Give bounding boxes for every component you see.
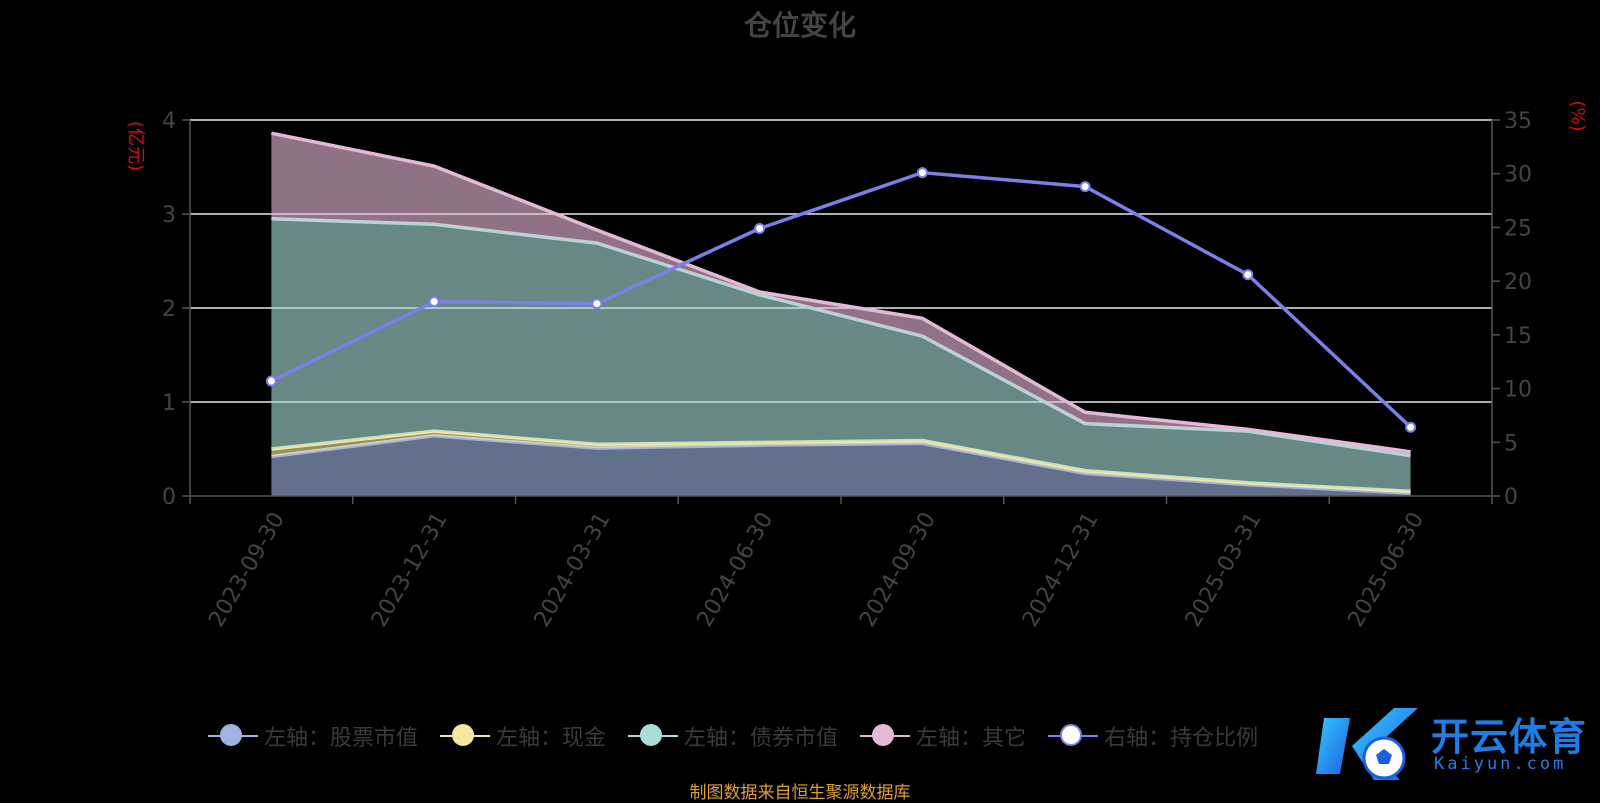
watermark-subtext: Kaiyun.com [1434,754,1567,774]
left-y-tick-label: 3 [162,203,176,228]
legend-swatch-icon [1048,723,1099,749]
legend-swatch-icon [860,723,911,749]
right-y-tick-label: 35 [1504,109,1532,134]
line-point [1242,269,1254,281]
legend-label: 右轴：持仓比例 [1104,726,1259,751]
kaiyun-logo-icon [1316,708,1418,780]
legend-label: 左轴：债券市值 [684,726,839,751]
kaiyun-watermark-logo: 开云体育 Kaiyun.com [1316,700,1596,790]
left-y-tick-label: 4 [162,109,176,134]
area-edge-左轴：其它 [271,131,1411,454]
right-y-tick-label: 30 [1504,163,1532,188]
line-point [1405,421,1417,433]
left-axis-unit-label: (亿元) [125,121,146,171]
right-y-tick-label: 5 [1504,431,1518,456]
right-y-tick-label: 10 [1504,378,1532,403]
line-point [428,296,440,308]
chart-title: 仓位变化 [743,9,856,42]
legend-item[interactable]: 左轴：股票市值 [208,720,418,752]
left-y-tick-label: 0 [162,485,176,510]
axes [182,119,1500,504]
x-tick-label: 2025-06-30 [1344,508,1430,631]
right-y-tick-label: 25 [1504,216,1532,241]
right-y-tick-label: 0 [1504,485,1518,510]
line-point [916,167,928,179]
holding-ratio-line [265,167,1417,433]
area-左轴：债券市值 [271,218,1411,492]
area-左轴：其它 [271,133,1411,456]
right-y-tick-label: 20 [1504,270,1532,295]
line-point [754,223,766,235]
x-tick-label: 2025-03-31 [1181,508,1267,631]
legend-label: 左轴：其它 [916,726,1027,751]
line-point [591,298,603,310]
line-point [265,375,277,387]
legend-item[interactable]: 左轴：债券市值 [628,720,838,752]
line-右轴：持仓比例 [270,170,1412,429]
x-tick-label: 2023-09-30 [204,508,290,631]
legend-swatch-icon [440,723,491,749]
x-tick-label: 2024-03-31 [530,508,616,631]
source-note: 制图数据来自恒生聚源数据库 [689,783,911,803]
x-tick-label: 2024-12-31 [1018,508,1104,631]
legend-label: 左轴：现金 [496,726,607,751]
left-y-tick-label: 1 [162,391,176,416]
legend-item[interactable]: 左轴：现金 [440,720,606,752]
legend-label: 左轴：股票市值 [264,726,419,751]
x-tick-label: 2023-12-31 [367,508,453,631]
legend: 左轴：股票市值 左轴：现金 左轴：债券市值 左轴：其它 右轴：持仓比例 [208,718,1280,754]
legend-item[interactable]: 左轴：其它 [860,720,1026,752]
x-tick-label: 2024-09-30 [855,508,941,631]
watermark-text: 开云体育 [1431,715,1588,759]
area-左轴：股票市值 [271,435,1411,496]
legend-swatch-icon [208,723,258,749]
right-y-tick-label: 15 [1504,324,1532,349]
line-point [1079,181,1091,193]
left-y-tick-label: 2 [162,297,176,322]
legend-swatch-icon [628,723,679,749]
x-tick-label: 2024-06-30 [693,508,779,631]
stacked-areas [271,131,1411,496]
right-axis-unit-label: (%) [1567,100,1588,131]
legend-item[interactable]: 右轴：持仓比例 [1048,720,1258,752]
